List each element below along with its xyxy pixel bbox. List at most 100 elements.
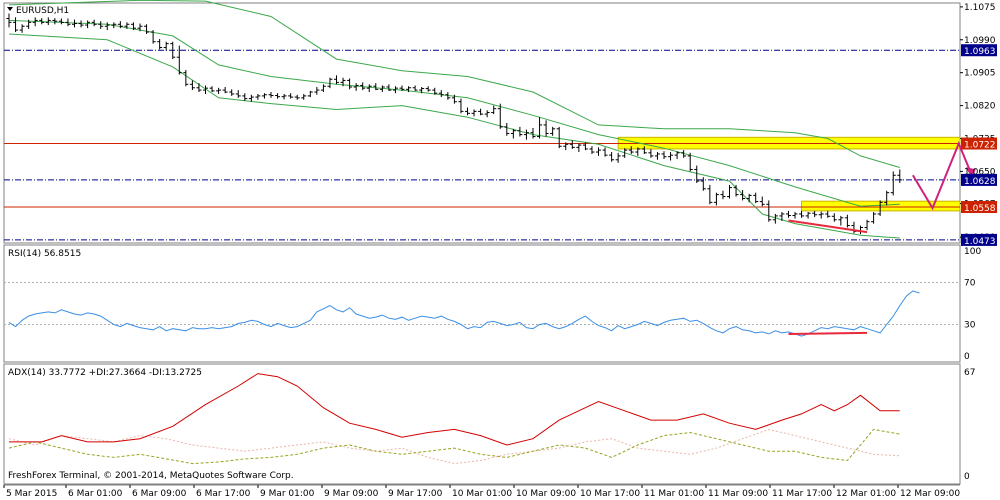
price-bar <box>543 120 549 137</box>
adx-title: ADX(14) 33.7772 +DI:27.3664 -DI:13.2725 <box>8 368 202 378</box>
price-bar <box>668 152 674 161</box>
price-bar <box>6 13 12 28</box>
price-bar <box>26 19 32 29</box>
price-bar <box>550 126 556 136</box>
forecast-arrow-annotation[interactable] <box>912 140 973 211</box>
time-tick-label: 11 Mar 09:00 <box>708 489 768 499</box>
rsi-tick-label: 30 <box>964 321 976 331</box>
price-bar <box>537 117 543 139</box>
price-bar <box>366 84 372 93</box>
level-price-badge-label: 1.0963 <box>964 47 996 57</box>
price-bar <box>831 213 837 222</box>
price-bar <box>582 142 588 151</box>
price-bar <box>399 85 405 91</box>
price-bar <box>864 219 870 231</box>
price-bar <box>746 193 752 203</box>
level-price-badge-label: 1.0473 <box>964 237 996 247</box>
price-bar <box>222 87 228 94</box>
price-bar <box>275 93 281 99</box>
price-bar <box>635 147 641 156</box>
rsi-trendline-annotation[interactable] <box>788 331 868 335</box>
symbol-menu-triangle-icon[interactable] <box>7 7 13 11</box>
price-bar <box>838 215 844 226</box>
price-bar <box>360 82 366 91</box>
price-bar <box>144 24 150 34</box>
time-tick-label: 9 Mar 01:00 <box>260 489 315 499</box>
price-bar <box>111 22 117 29</box>
level-price-badge <box>961 201 997 213</box>
price-bar <box>347 78 353 90</box>
time-tick-label: 10 Mar 17:00 <box>580 489 640 499</box>
price-bar <box>884 190 890 206</box>
price-bar <box>137 23 143 32</box>
rsi-tick-label: 0 <box>964 352 970 362</box>
price-bar <box>209 86 215 93</box>
price-bar <box>255 93 261 100</box>
price-bar <box>504 123 510 136</box>
price-bar <box>877 200 883 216</box>
price-bar <box>419 87 425 94</box>
rsi-pane-content: RSI(14) 56.8515 100 70 30 0 <box>4 247 981 362</box>
price-bar <box>707 184 713 205</box>
bollinger-middle-line <box>8 19 900 207</box>
price-bar <box>471 109 477 117</box>
price-bar <box>104 22 110 31</box>
price-bar <box>694 165 700 183</box>
price-bar <box>268 92 274 98</box>
price-bar <box>85 20 91 29</box>
price-bar <box>871 212 877 224</box>
price-bar <box>176 45 182 75</box>
price-bar <box>65 18 71 27</box>
support-resistance-zone-2[interactable] <box>801 200 961 212</box>
price-bar <box>78 20 84 28</box>
price-bar <box>785 210 791 218</box>
price-bar <box>641 146 647 154</box>
level-price-badge <box>961 44 997 57</box>
symbol-title: EURUSD,H1 <box>16 6 69 16</box>
price-bar <box>340 77 346 87</box>
level-price-badge-label: 1.0628 <box>964 177 996 187</box>
time-tick-label: 12 Mar 01:00 <box>836 489 896 499</box>
price-bar <box>740 189 746 201</box>
price-bar <box>844 214 850 228</box>
price-bar <box>301 93 307 100</box>
price-bar <box>130 22 136 31</box>
price-tick-label: 1.0990 <box>964 36 996 46</box>
price-bar <box>720 190 726 200</box>
price-bar <box>320 84 326 93</box>
price-bar <box>825 210 831 218</box>
rsi-line <box>8 290 920 337</box>
price-bar <box>890 171 896 196</box>
time-tick-label: 5 Mar 2015 <box>6 489 57 499</box>
price-bar <box>609 152 615 162</box>
price-bar <box>307 90 313 98</box>
time-tick-label: 10 Mar 09:00 <box>516 489 576 499</box>
price-bar <box>615 152 621 163</box>
level-price-badge <box>961 173 997 186</box>
copyright-watermark: FreshForex Terminal, © 2001-2014, MetaQu… <box>8 471 294 481</box>
price-bar <box>897 169 903 183</box>
price-bar <box>242 93 248 101</box>
price-bar <box>248 94 254 102</box>
price-bar <box>45 17 51 26</box>
price-bar <box>150 30 156 44</box>
price-bar <box>674 151 680 159</box>
rsi-title: RSI(14) 56.8515 <box>8 249 81 259</box>
price-bar <box>517 126 523 137</box>
pane-frames <box>3 2 961 486</box>
price-bar <box>438 90 444 98</box>
minus-di-line <box>8 428 900 465</box>
adx-line <box>9 373 900 446</box>
price-bar <box>445 92 451 100</box>
price-bar <box>589 146 595 154</box>
price-bar <box>235 90 241 98</box>
adx-pane-content: ADX(14) 33.7772 +DI:27.3664 -DI:13.2725 6… <box>8 368 975 482</box>
price-bar <box>163 41 169 51</box>
price-trendline-annotation[interactable] <box>788 219 868 234</box>
price-bar <box>294 94 300 100</box>
level-price-badge <box>961 137 997 150</box>
rsi-tick-label: 100 <box>964 247 981 257</box>
time-axis: 5 Mar 2015 6 Mar 01:00 6 Mar 09:00 6 Mar 17… <box>3 485 960 499</box>
price-bar <box>569 140 575 149</box>
